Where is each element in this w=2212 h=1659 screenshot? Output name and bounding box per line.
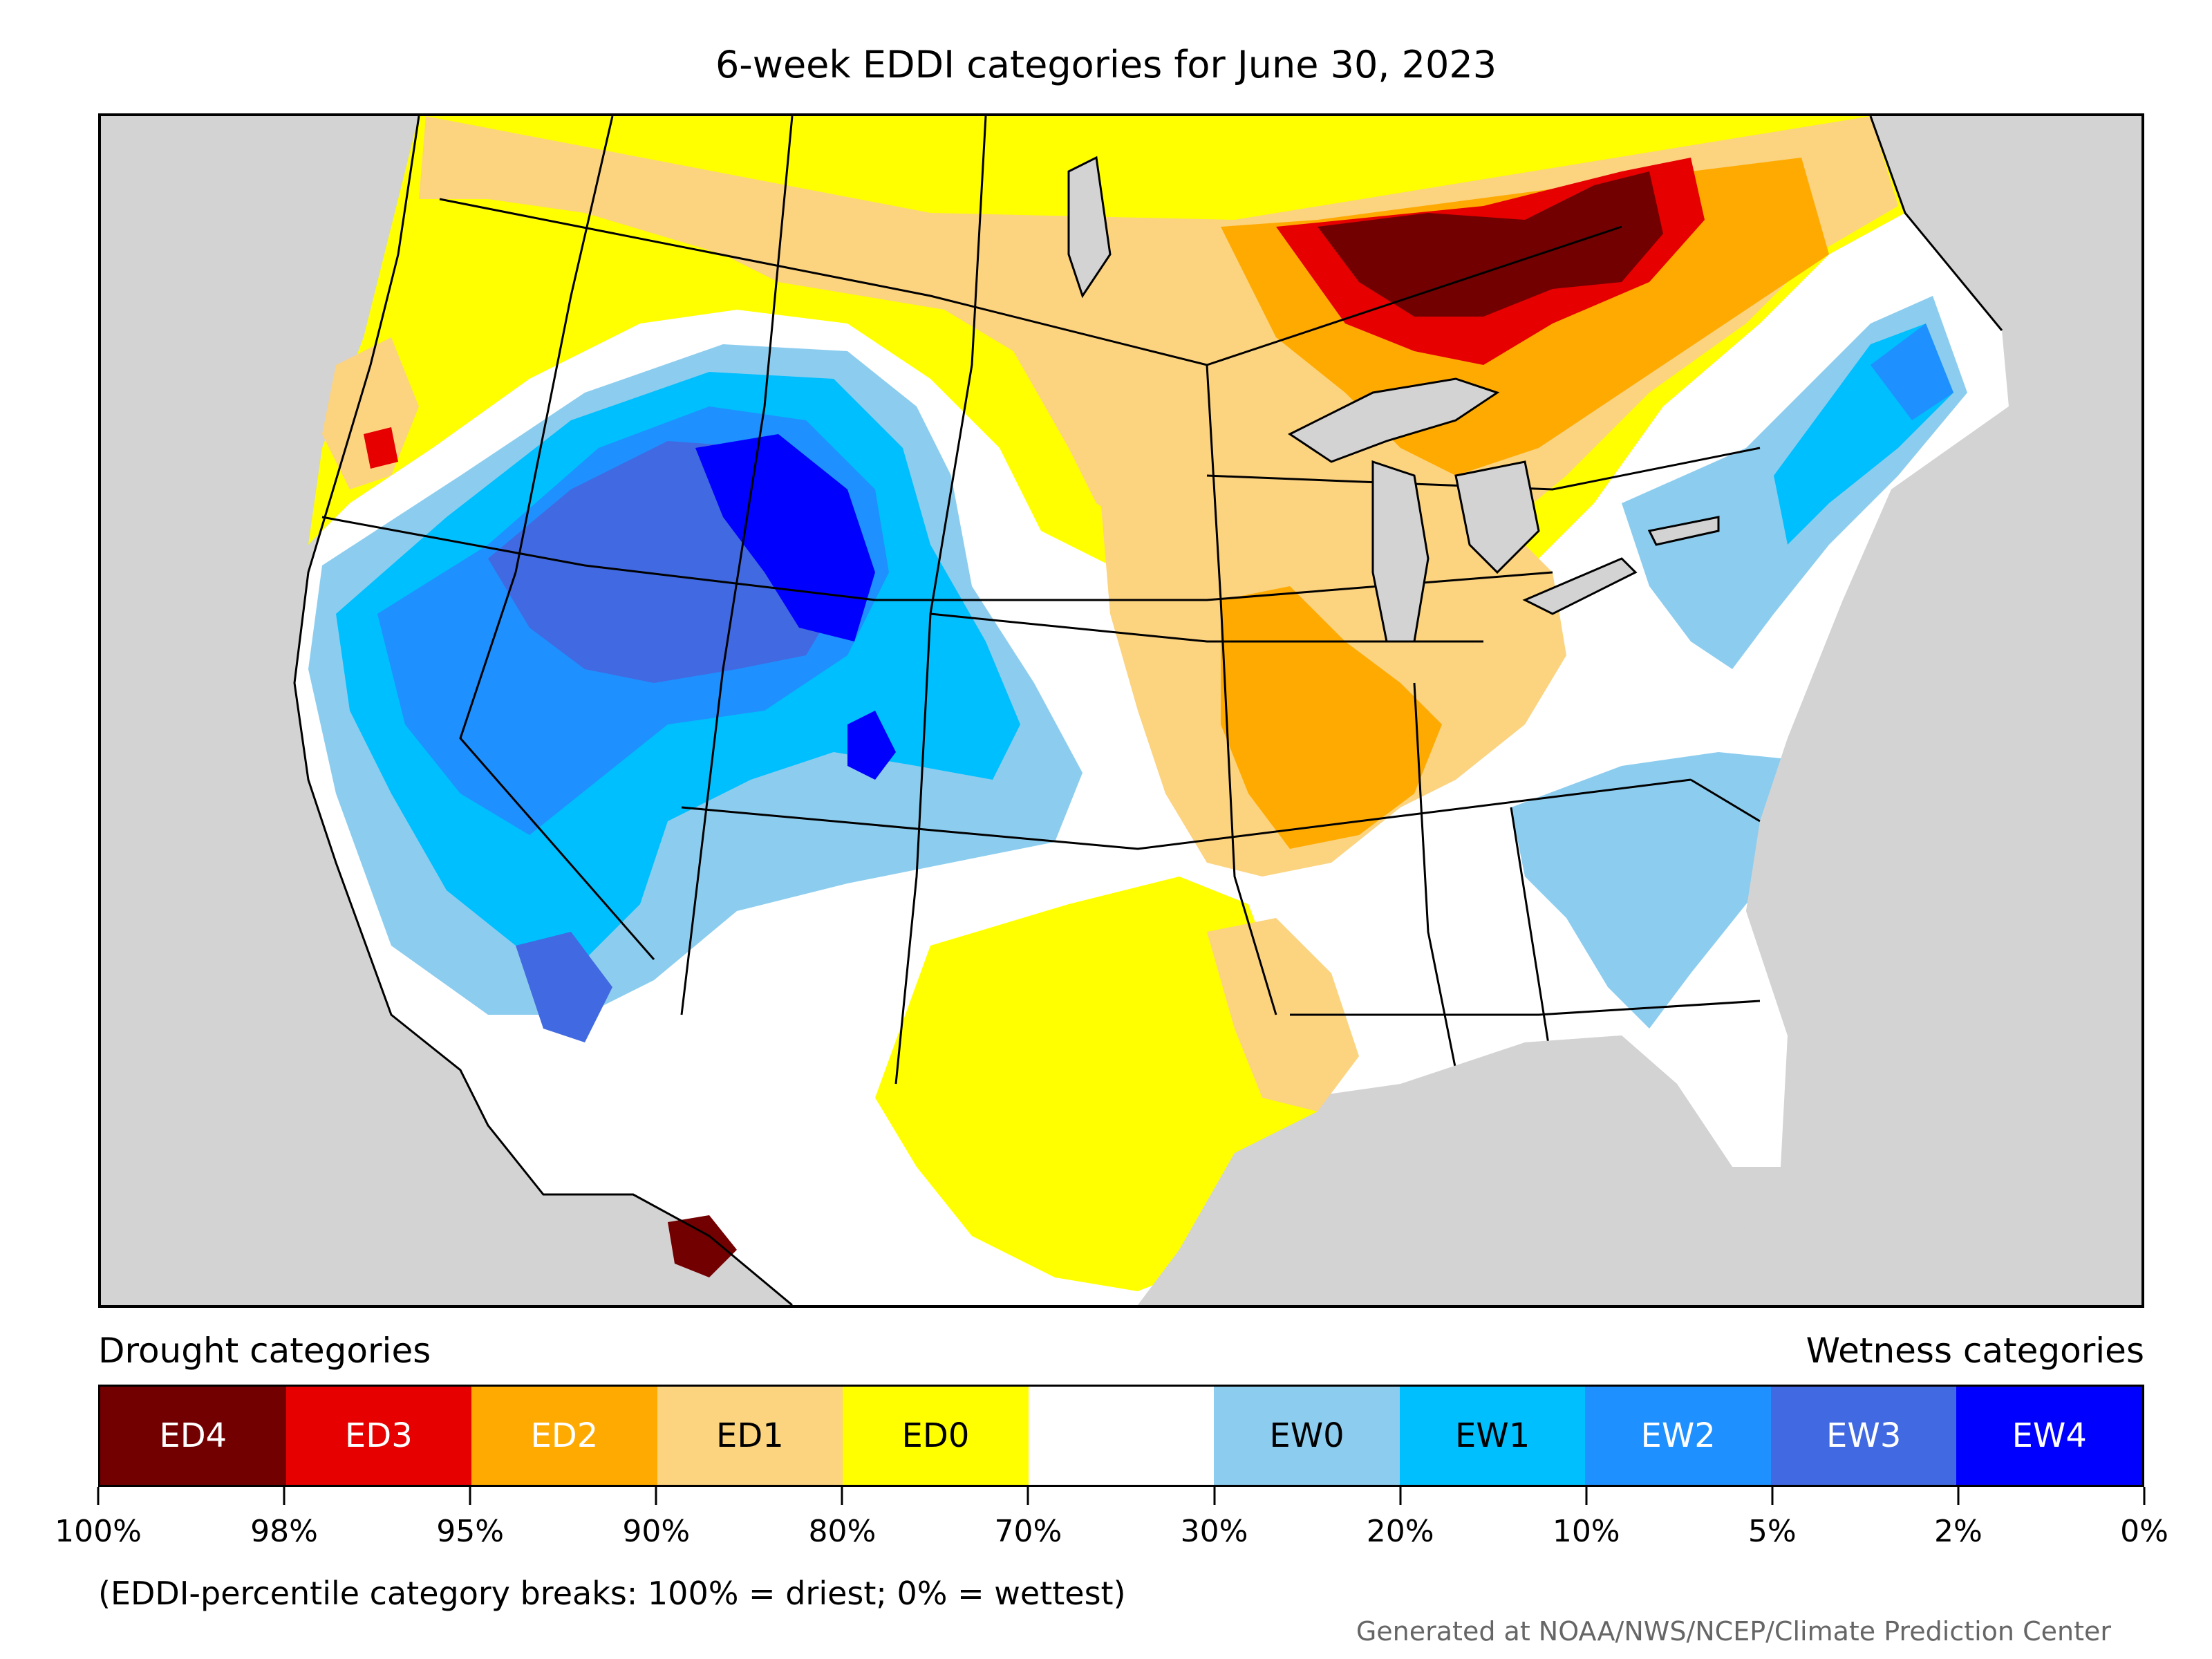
colorbar-tick bbox=[1213, 1487, 1216, 1505]
colorbar-tick bbox=[283, 1487, 285, 1505]
colorbar-tick bbox=[1027, 1487, 1029, 1505]
drought-region-ed2-midwest bbox=[1221, 586, 1442, 849]
colorbar-tick-label: 10% bbox=[1552, 1514, 1620, 1549]
colorbar-tick-label: 2% bbox=[1934, 1514, 1983, 1549]
colorbar-tick-label: 90% bbox=[622, 1514, 691, 1549]
colorbar-tick-label: 30% bbox=[1180, 1514, 1248, 1549]
colorbar-tick bbox=[2143, 1487, 2146, 1505]
drought-region-ed0-texas bbox=[875, 877, 1318, 1291]
eddi-map-canvas bbox=[293, 116, 2141, 1305]
colorbar-ticks bbox=[97, 1487, 2146, 1508]
colorbar-cell-ew1: EW1 bbox=[1399, 1387, 1586, 1485]
colorbar-cell-ew0: EW0 bbox=[1214, 1387, 1400, 1485]
wet-region-ew3-arizona bbox=[516, 932, 612, 1042]
colorbar-tick-label: 80% bbox=[808, 1514, 877, 1549]
colorbar-tick-label: 70% bbox=[994, 1514, 1062, 1549]
wet-region-ew0-carolinas bbox=[1511, 752, 1801, 1029]
map-title: 6-week EDDI categories for June 30, 2023 bbox=[715, 43, 1497, 86]
colorbar-cell-ed2: ED2 bbox=[471, 1387, 657, 1485]
colorbar-tick-label: 0% bbox=[2120, 1514, 2168, 1549]
wet-region-ew2-maine bbox=[1871, 324, 1953, 420]
lake-huron bbox=[1454, 460, 1540, 574]
colorbar-tick bbox=[841, 1487, 843, 1505]
wet-region-ew4-wyoming bbox=[695, 434, 875, 641]
colorbar-cell-ed1: ED1 bbox=[657, 1387, 843, 1485]
colorbar-tick bbox=[1957, 1487, 1960, 1505]
colorbar-cell-ew4: EW4 bbox=[1956, 1387, 2143, 1485]
colorbar-cell-neutral bbox=[1028, 1387, 1215, 1485]
lake-erie bbox=[1522, 557, 1638, 615]
gulf-of-mexico bbox=[1138, 1035, 1760, 1305]
lake-winnipeg bbox=[1067, 156, 1112, 299]
category-breaks-note: (EDDI-percentile category breaks: 100% =… bbox=[98, 1575, 1126, 1612]
lake-ontario bbox=[1647, 516, 1720, 546]
drought-region-ed4-great-lakes bbox=[1318, 171, 1663, 317]
state-boundaries bbox=[293, 116, 2003, 1305]
colorbar-tick-label: 20% bbox=[1366, 1514, 1434, 1549]
drought-region-ed1-south bbox=[1207, 918, 1359, 1112]
drought-region-ed4-mexico bbox=[668, 1215, 737, 1277]
lake-superior bbox=[1288, 377, 1500, 463]
drought-region-ed3-pnw bbox=[364, 427, 398, 469]
wet-region-ew4-colorado bbox=[847, 711, 896, 780]
colorbar-cell-ed0: ED0 bbox=[843, 1387, 1029, 1485]
colorbar-tick-label: 100% bbox=[55, 1514, 142, 1549]
eddi-map bbox=[98, 113, 2144, 1308]
colorbar-tick-label: 98% bbox=[250, 1514, 318, 1549]
atlantic-ocean bbox=[1746, 406, 2141, 1305]
lake-michigan bbox=[1371, 460, 1430, 643]
great-lakes bbox=[1067, 156, 1720, 643]
colorbar-tick bbox=[1399, 1487, 1402, 1505]
category-colorbar: ED4 ED3 ED2 ED1 ED0 EW0 EW1 EW2 EW3 EW4 bbox=[98, 1385, 2144, 1487]
colorbar-tick bbox=[1585, 1487, 1588, 1505]
colorbar-tick bbox=[469, 1487, 471, 1505]
colorbar-tick bbox=[97, 1487, 100, 1505]
drought-categories-heading: Drought categories bbox=[98, 1331, 431, 1371]
colorbar-cell-ew3: EW3 bbox=[1770, 1387, 1957, 1485]
colorbar-tick-labels: 100% 98% 95% 90% 80% 70% 30% 20% 10% 5% 2% 0% bbox=[55, 1514, 2168, 1555]
colorbar-cell-ed3: ED3 bbox=[285, 1387, 472, 1485]
credit-line: Generated at NOAA/NWS/NCEP/Climate Predi… bbox=[1356, 1616, 2111, 1647]
colorbar-tick bbox=[655, 1487, 657, 1505]
colorbar-cell-ew2: EW2 bbox=[1585, 1387, 1771, 1485]
colorbar-tick bbox=[1771, 1487, 1774, 1505]
colorbar-cell-ed4: ED4 bbox=[100, 1387, 286, 1485]
colorbar-tick-label: 95% bbox=[436, 1514, 505, 1549]
wetness-categories-heading: Wetness categories bbox=[1806, 1331, 2144, 1371]
colorbar-tick-label: 5% bbox=[1747, 1514, 1797, 1549]
